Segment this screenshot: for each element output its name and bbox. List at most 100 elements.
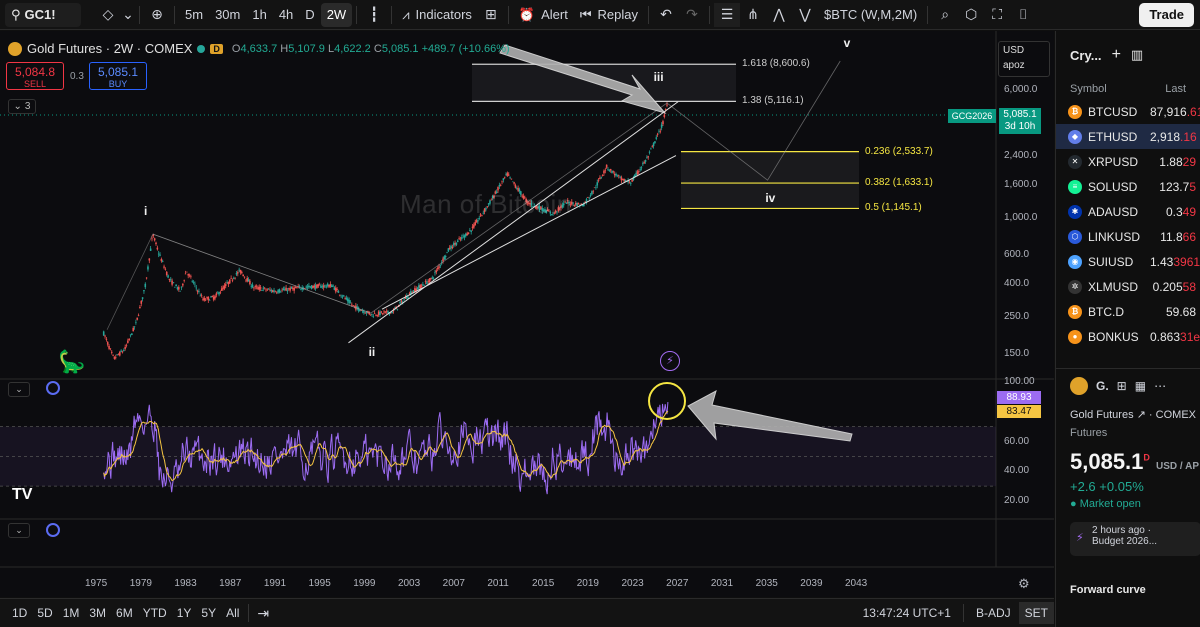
rsi-settings-icon[interactable]: [46, 381, 60, 395]
time-axis-settings-icon[interactable]: ⚙: [1018, 576, 1030, 591]
grid-icon[interactable]: ⊞: [1116, 378, 1127, 393]
add-symbol-icon[interactable]: ⊕: [151, 6, 163, 22]
range-3m[interactable]: 3M: [89, 606, 107, 620]
chevron-down-icon[interactable]: ⌄: [122, 6, 134, 22]
interval-2w[interactable]: 2W: [320, 2, 353, 27]
date-range-icon[interactable]: ⇥: [257, 604, 270, 621]
candle-body: [282, 288, 285, 291]
range-6m[interactable]: 6M: [116, 606, 133, 620]
range-all[interactable]: All: [226, 606, 240, 620]
watchlist-row[interactable]: ₿ BTC.D 59.68: [1056, 299, 1200, 324]
candle-body: [342, 295, 345, 297]
legend-title: Gold Futures · 2W · COMEX: [27, 41, 193, 56]
candle-body: [261, 289, 263, 291]
range-1m[interactable]: 1M: [62, 606, 80, 620]
watchlist-title[interactable]: Cry...: [1070, 47, 1102, 63]
range-1d[interactable]: 1D: [12, 606, 28, 620]
symbol-search[interactable]: ⚲ GC1!: [5, 2, 81, 27]
chart-canvas[interactable]: [0, 31, 1054, 597]
watchlist-row[interactable]: ≡ SOLUSD 123.75: [1056, 174, 1200, 199]
drawing-lines-icon[interactable]: ☰: [714, 2, 740, 27]
more-icon[interactable]: ⋯: [1154, 378, 1167, 393]
news-card[interactable]: ⚡ 2 hours ago · Budget 2026...: [1070, 522, 1200, 556]
abc-wave-icon[interactable]: ⋁: [799, 6, 811, 22]
watchlist-row[interactable]: ◉ SUIUSD 1.4339610: [1056, 249, 1200, 274]
candle-body: [566, 200, 569, 201]
layout-grid-icon[interactable]: ⊞: [485, 6, 497, 22]
candle-body: [376, 315, 379, 316]
clock[interactable]: 13:47:24 UTC+1: [862, 606, 951, 620]
candle-body: [199, 295, 202, 297]
watchlist-row[interactable]: ✱ ADAUSD 0.349: [1056, 199, 1200, 224]
candle-body: [401, 301, 404, 304]
market-status-dot: [197, 44, 206, 53]
candle-body: [562, 203, 565, 206]
interval-d[interactable]: D: [305, 7, 315, 22]
elliott-wave-icon[interactable]: ⋀: [773, 6, 785, 22]
alert-button[interactable]: ⏰ Alert: [518, 6, 568, 23]
lightning-icon[interactable]: ⚡: [660, 351, 680, 371]
candle-body: [631, 179, 633, 182]
candle-body: [216, 292, 219, 294]
col-last[interactable]: Last: [1165, 83, 1186, 95]
candle-body: [432, 277, 435, 279]
rsi-pane-collapse-button[interactable]: ⌄: [8, 382, 30, 397]
watchlist-row[interactable]: ● BONKUS 0.86331e-: [1056, 324, 1200, 349]
legend-collapse-button[interactable]: ⌄ 3: [8, 99, 36, 114]
watchlist-row[interactable]: ₿ BTCUSD 87,916.61: [1056, 99, 1200, 124]
interval-4h[interactable]: 4h: [278, 7, 294, 22]
candle-body: [313, 285, 316, 288]
diamond-icon[interactable]: ◇: [102, 6, 114, 22]
range-ytd[interactable]: YTD: [142, 606, 167, 620]
set-toggle[interactable]: SET: [1018, 602, 1054, 624]
replay-button[interactable]: ⏮ Replay: [579, 6, 638, 23]
range-1y[interactable]: 1Y: [176, 606, 192, 620]
currency-selector[interactable]: USD apoz: [998, 41, 1050, 77]
indicators-button[interactable]: ⩘ Indicators: [402, 6, 472, 23]
candle-type-icon[interactable]: ┇: [369, 6, 379, 22]
interval-5m[interactable]: 5m: [185, 7, 204, 22]
trade-button[interactable]: Trade: [1139, 2, 1194, 27]
watchlist-columns: Symbol Last: [1056, 79, 1200, 99]
candle-body: [238, 269, 240, 271]
interval-30m[interactable]: 30m: [215, 7, 241, 22]
pane-settings-icon[interactable]: [46, 523, 60, 537]
candle-body: [557, 207, 560, 211]
candle-body: [478, 218, 481, 219]
candle-body: [568, 202, 570, 204]
watchlist-row[interactable]: ⬡ LINKUSD 11.866: [1056, 224, 1200, 249]
badj-toggle[interactable]: B-ADJ: [975, 606, 1011, 620]
watchlist-row[interactable]: ✕ XRPUSD 1.8829: [1056, 149, 1200, 174]
candle-body: [530, 202, 533, 206]
watchlist-row[interactable]: ◆ ETHUSD 2,918.16: [1056, 124, 1200, 149]
time-tick-label: 1979: [129, 578, 152, 589]
drawing-template-icon[interactable]: ⋔: [747, 6, 759, 22]
undo-icon[interactable]: ↶: [660, 6, 672, 22]
settings-gear-icon[interactable]: ⬡: [965, 6, 978, 22]
add-symbol-icon[interactable]: +: [1111, 46, 1121, 63]
watchlist-row[interactable]: ✲ XLMUSD 0.20558: [1056, 274, 1200, 299]
col-symbol[interactable]: Symbol: [1070, 83, 1107, 95]
candle-body: [143, 290, 145, 292]
fullscreen-icon[interactable]: ⛶: [992, 6, 1003, 22]
camera-icon[interactable]: ⌷: [1018, 6, 1028, 22]
candle-body: [224, 284, 227, 286]
sell-button[interactable]: 5,084.8 SELL: [6, 62, 64, 90]
quick-search-icon[interactable]: ⌕: [941, 6, 950, 22]
layout-icon[interactable]: ▦: [1134, 378, 1147, 393]
candle-body: [404, 297, 407, 299]
watermark: Man of Bitcoin: [400, 189, 572, 219]
redo-icon[interactable]: ↷: [686, 6, 698, 22]
chart-area[interactable]: Man of Bitcoin Gold Futures · 2W · COMEX…: [0, 31, 1054, 597]
range-5d[interactable]: 5D: [37, 606, 53, 620]
interval-1h[interactable]: 1h: [252, 7, 267, 22]
third-pane-collapse-button[interactable]: ⌄: [8, 523, 30, 538]
candle-body: [127, 340, 129, 343]
range-5y[interactable]: 5Y: [201, 606, 217, 620]
candle-body: [334, 287, 337, 292]
divider: [962, 604, 964, 622]
candle-body: [499, 185, 502, 186]
watchlist-options-icon[interactable]: ▥: [1130, 47, 1144, 62]
compare-symbol[interactable]: $BTC (W,M,2M): [824, 7, 918, 22]
buy-button[interactable]: 5,085.1 BUY: [89, 62, 147, 90]
